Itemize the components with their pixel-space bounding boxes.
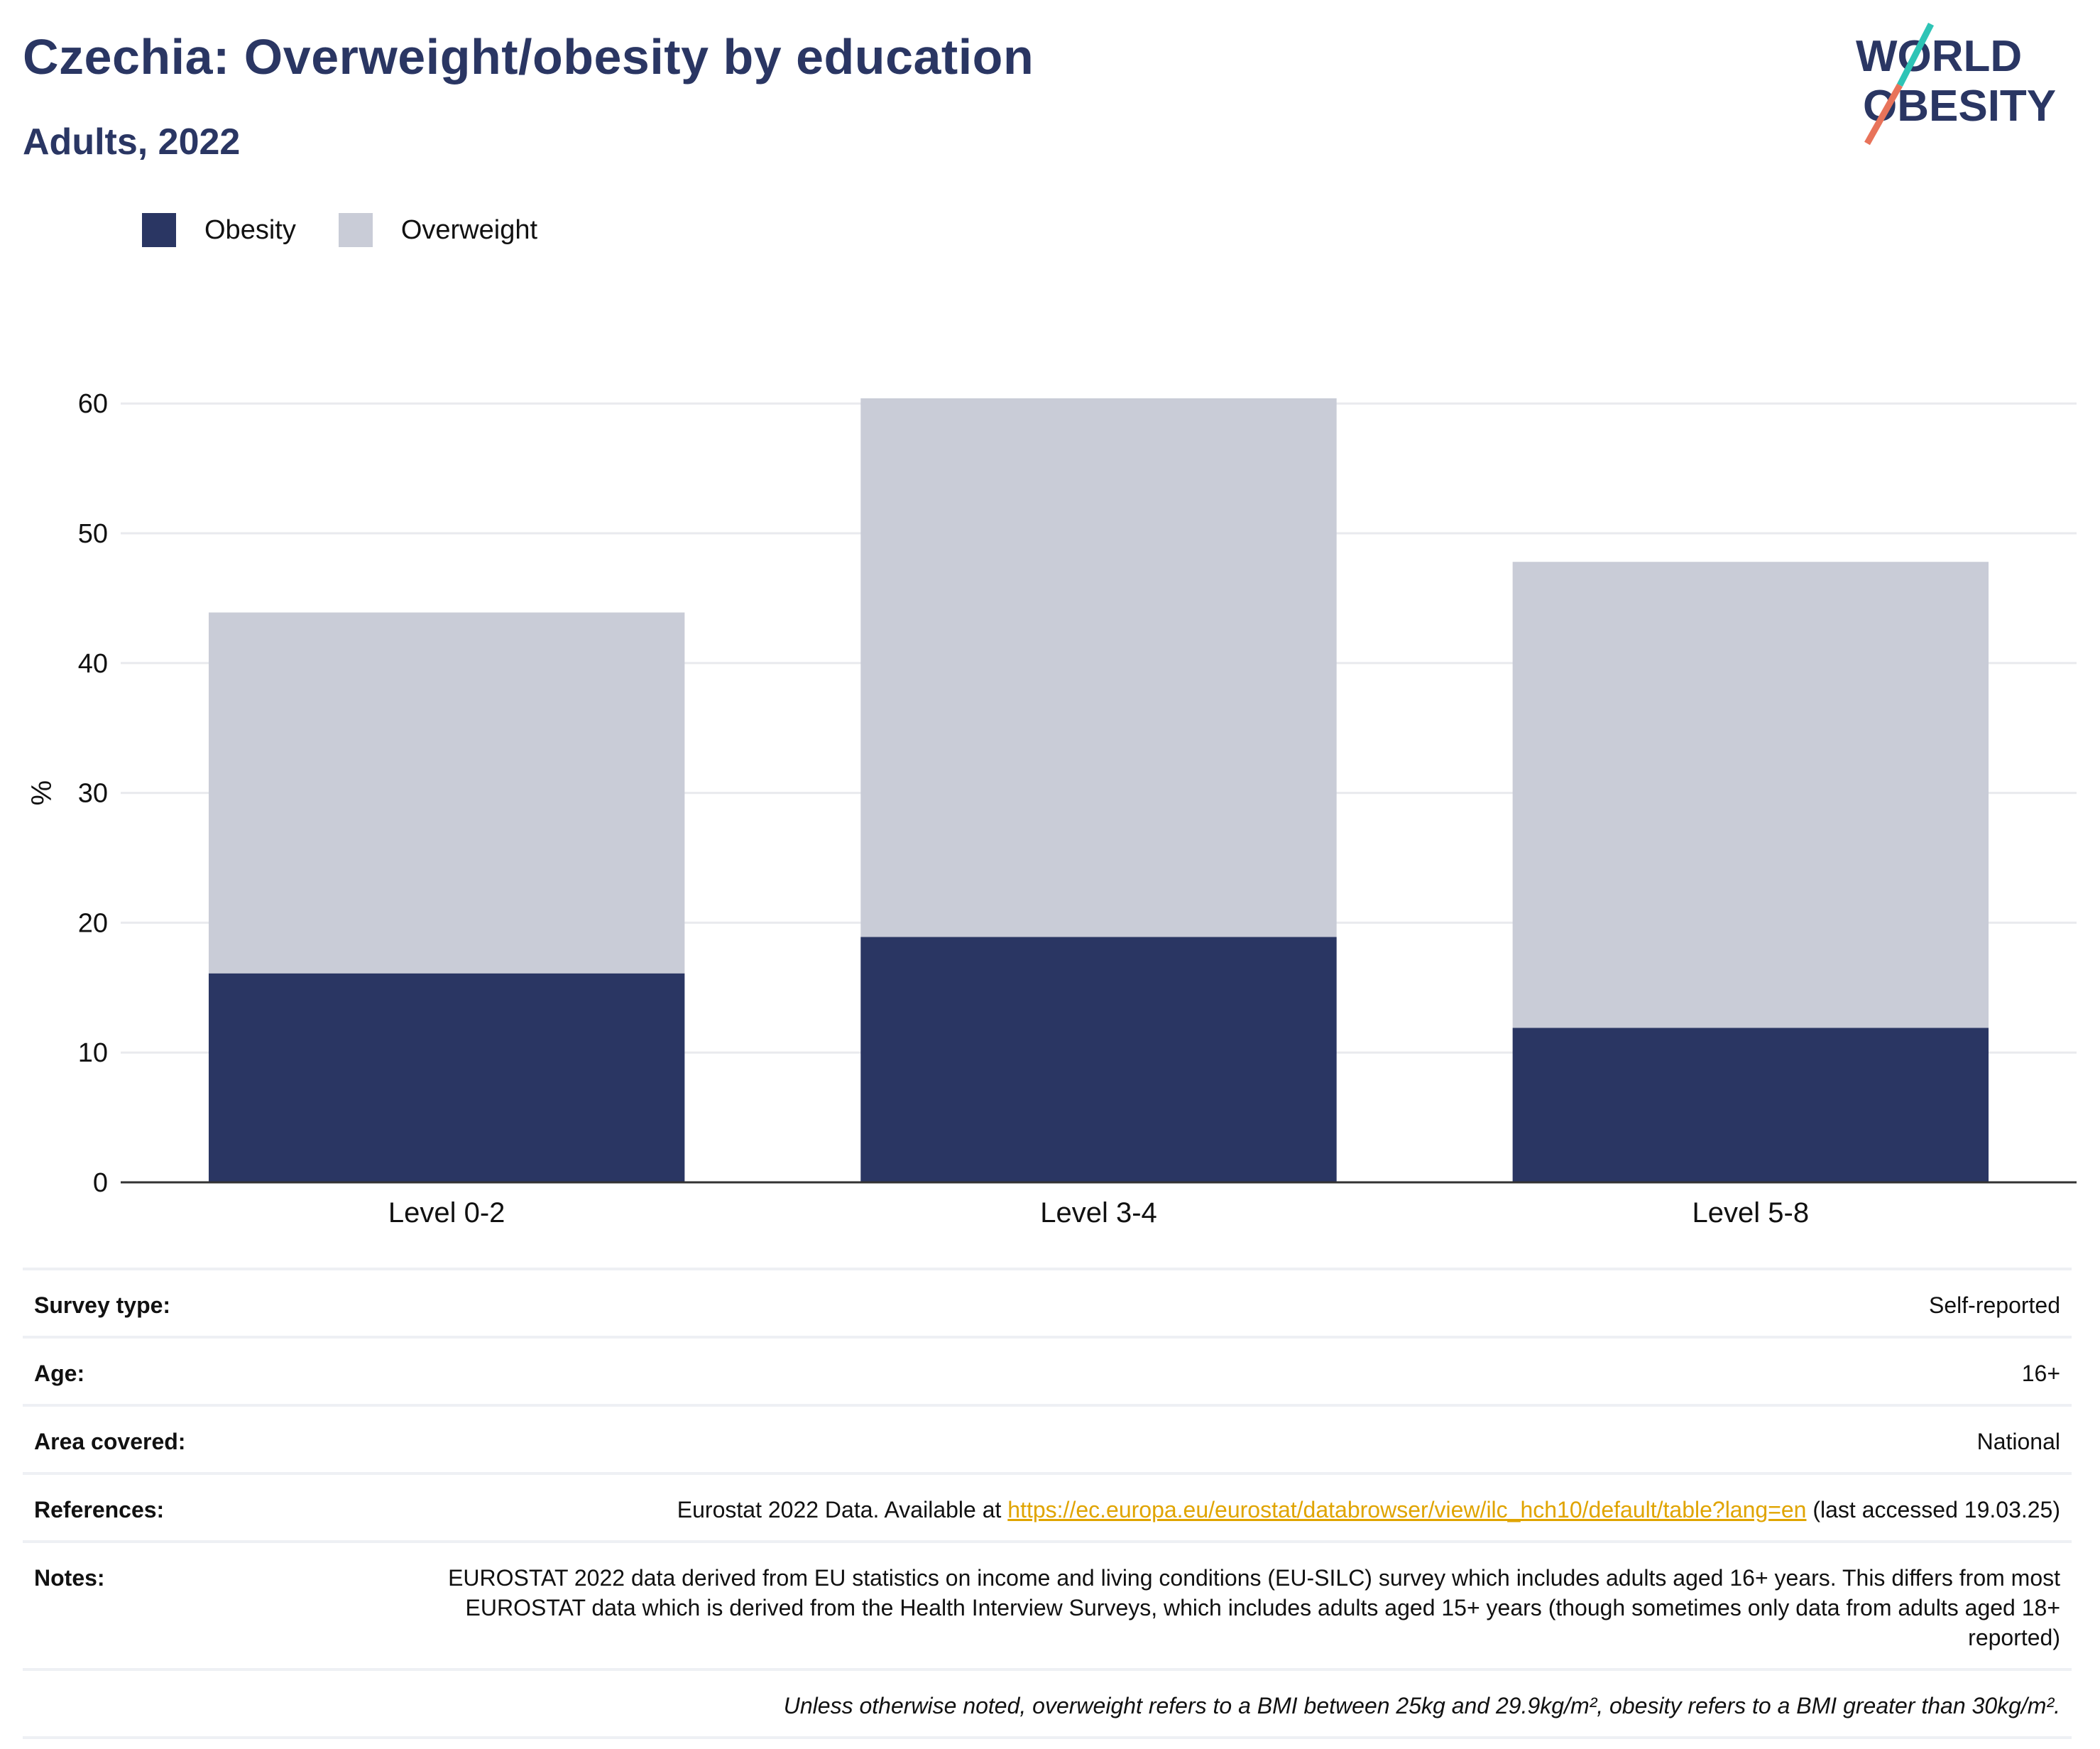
references-prefix: Eurostat 2022 Data. Available at [677,1497,1008,1522]
logo-line1: WORLD [1856,32,2022,81]
notes-value: EUROSTAT 2022 data derived from EU stati… [448,1565,2060,1650]
references-suffix: (last accessed 19.03.25) [1806,1497,2060,1522]
bar-obesity-2 [860,937,1337,1182]
bar-overweight-3 [1512,562,1989,1028]
bar-obesity-1 [208,973,685,1182]
y-tick-label-60: 60 [78,389,108,419]
x-tick-label-2: Level 3-4 [1040,1197,1157,1228]
info-row-age: Age: 16+ [23,1336,2072,1404]
legend-item-overweight[interactable]: Overweight [338,213,538,247]
y-tick-label-20: 20 [78,908,108,938]
chart-legend: Obesity Overweight [142,212,580,249]
logo-slash-teal [1896,22,1935,87]
legend-item-obesity[interactable]: Obesity [142,213,296,247]
age-label: Age: [34,1361,85,1386]
info-row-references: References: Eurostat 2022 Data. Availabl… [23,1472,2072,1540]
y-tick-label-30: 30 [78,779,108,809]
bar-obesity-3 [1512,1028,1989,1182]
references-label: References: [34,1497,165,1522]
chart-subtitle: Adults, 2022 [23,121,241,163]
y-tick-label-0: 0 [93,1168,108,1198]
info-row-area: Area covered: National [23,1404,2072,1472]
info-row-survey-type: Survey type: Self-reported [23,1268,2072,1336]
bar-overweight-1 [208,612,685,974]
y-axis-title: % [26,780,58,806]
y-tick-label-50: 50 [78,519,108,549]
area-label: Area covered: [34,1429,186,1454]
footnote-text: Unless otherwise noted, overweight refer… [783,1693,2060,1718]
survey-type-value: Self-reported [1929,1292,2060,1318]
chart-title: Czechia: Overweight/obesity by education [23,29,1034,85]
world-obesity-logo: WORLD OBESITY [1856,22,2056,146]
survey-type-label: Survey type: [34,1292,171,1318]
stacked-bar-chart: 0 10 20 30 40 50 60% Level 0-2 Level 3-4 Level 5-… [26,389,2077,1228]
references-value: Eurostat 2022 Data. Available at https:/… [677,1495,2060,1525]
info-table: Survey type: Self-reported Age: 16+ Area… [23,1268,2072,1739]
legend-swatch-overweight [338,213,373,247]
legend-label-obesity: Obesity [204,214,296,245]
age-value: 16+ [2021,1361,2060,1386]
y-tick-label-10: 10 [78,1038,108,1068]
logo-line2: OBESITY [1863,82,2056,131]
legend-label-overweight: Overweight [400,214,538,245]
y-tick-label-40: 40 [78,649,108,679]
references-link[interactable]: https://ec.europa.eu/eurostat/databrowse… [1007,1497,1807,1522]
x-tick-label-1: Level 0-2 [388,1197,505,1228]
legend-swatch-obesity [142,213,176,247]
logo-slash-coral [1864,83,1903,146]
info-row-notes: Notes: EUROSTAT 2022 data derived from E… [23,1540,2072,1668]
info-row-footnote: Unless otherwise noted, overweight refer… [23,1668,2072,1739]
notes-label: Notes: [34,1565,105,1591]
area-value: National [1976,1429,2060,1454]
bar-overweight-2 [860,398,1337,937]
x-tick-label-3: Level 5-8 [1692,1197,1810,1228]
